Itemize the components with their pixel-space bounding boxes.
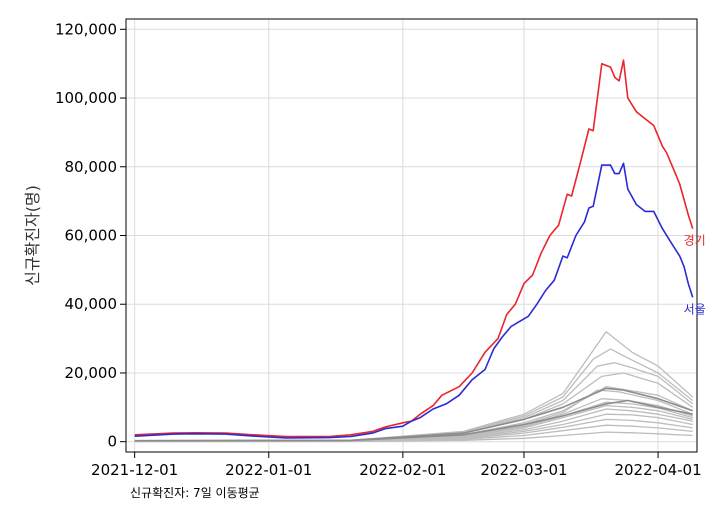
highlighted-region-lines — [134, 59, 694, 439]
series-label: 서울 — [684, 302, 706, 316]
region-series-line — [134, 372, 694, 442]
other-regions-dark-lines — [134, 387, 693, 442]
x-tick-label: 2022-04-01 — [614, 461, 701, 479]
x-tick-label: 2021-12-01 — [91, 461, 178, 479]
y-tick-label: 20,000 — [65, 364, 118, 382]
series-line-seoul — [134, 162, 694, 439]
y-tick-label: 0 — [107, 433, 117, 451]
y-tick-label: 80,000 — [65, 158, 118, 176]
y-tick-label: 60,000 — [65, 227, 118, 245]
series-line-gyeonggi — [134, 59, 694, 438]
grid-lines — [126, 19, 697, 452]
x-axis-ticks: 2021-12-01 2022-01-01 2022-02-01 2022-03-01… — [91, 452, 702, 479]
series-label: 경기 — [684, 234, 706, 248]
y-tick-label: 40,000 — [65, 295, 118, 313]
region-series-line — [134, 399, 693, 442]
region-series-line — [134, 431, 693, 443]
x-tick-label: 2022-02-01 — [359, 461, 446, 479]
y-axis-label: 신규확진자(명) — [23, 185, 42, 286]
y-tick-label: 100,000 — [55, 89, 117, 107]
chart-caption: 신규확진자: 7일 이동평균 — [130, 486, 260, 500]
region-series-line — [134, 331, 694, 442]
x-tick-label: 2022-01-01 — [225, 461, 312, 479]
region-series-line — [134, 348, 694, 442]
y-tick-label: 120,000 — [55, 20, 117, 38]
y-axis-ticks: 0 20,000 40,000 60,000 80,000 100,000 120,000 — [55, 20, 126, 451]
other-regions-lines — [134, 331, 694, 443]
x-tick-label: 2022-03-01 — [480, 461, 567, 479]
